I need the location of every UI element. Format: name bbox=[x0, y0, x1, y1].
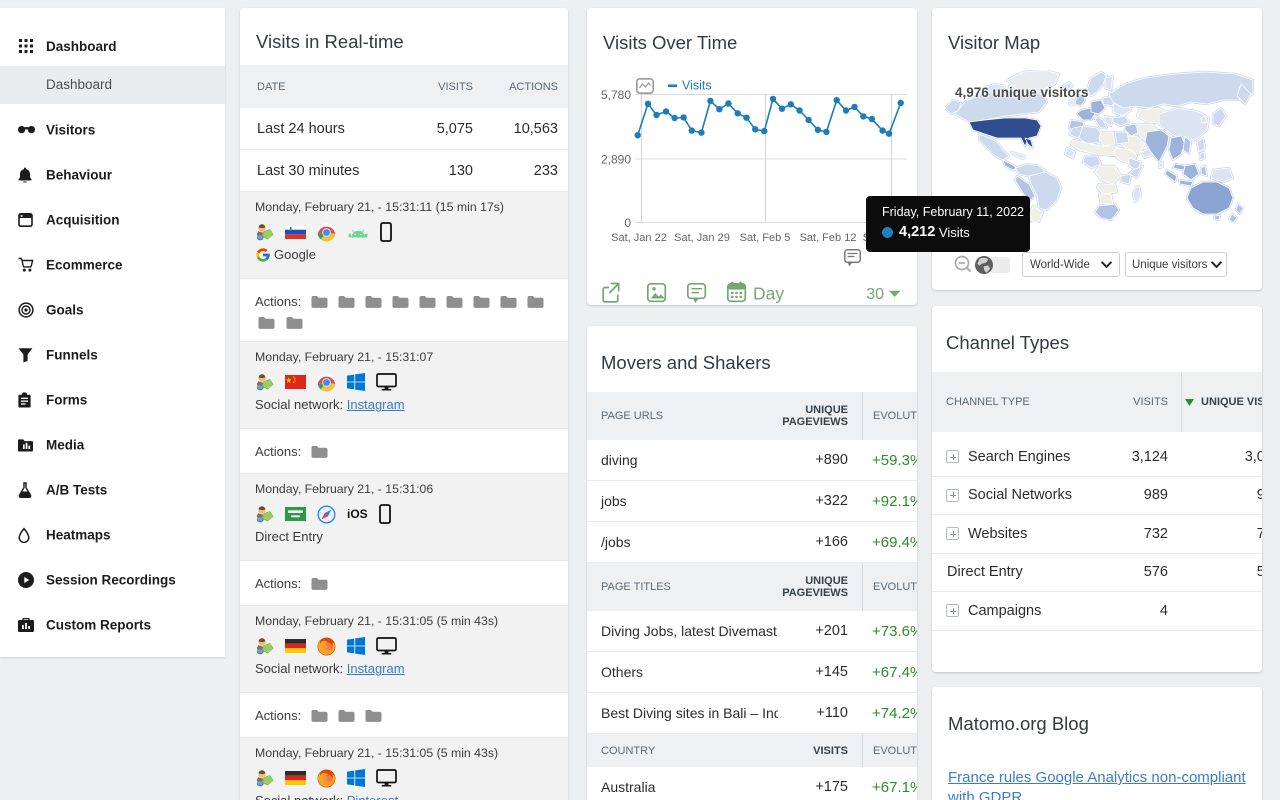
svg-text:Sat, Feb 12: Sat, Feb 12 bbox=[800, 232, 857, 244]
svg-text:Sat, Jan 22: Sat, Jan 22 bbox=[611, 232, 667, 244]
svg-text:Sat, Jan 29: Sat, Jan 29 bbox=[674, 232, 730, 244]
svg-text:Visits: Visits bbox=[682, 79, 712, 93]
svg-text:30: 30 bbox=[866, 286, 884, 303]
svg-text:Day: Day bbox=[753, 284, 784, 304]
svg-text:2,890: 2,890 bbox=[601, 153, 631, 167]
svg-text:0: 0 bbox=[624, 216, 631, 230]
svg-text:Sat, Feb 5: Sat, Feb 5 bbox=[740, 232, 791, 244]
svg-text:5,780: 5,780 bbox=[601, 88, 631, 102]
